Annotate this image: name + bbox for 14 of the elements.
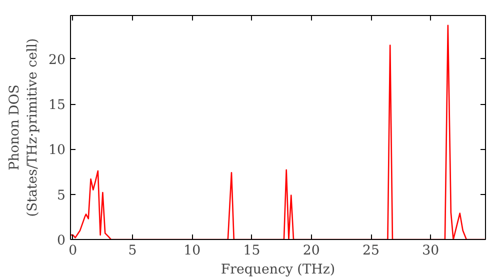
- x-tick-label: 10: [184, 244, 201, 258]
- x-tick-label: 15: [243, 244, 260, 258]
- x-tick-label: 5: [128, 244, 137, 258]
- x-tick-label: 30: [422, 244, 440, 258]
- x-axis-title: Frequency (THz): [220, 262, 336, 278]
- y-axis-title: Phonon DOS (States/THz·primitive cell): [8, 38, 41, 217]
- y-tick-label: 20: [48, 52, 66, 68]
- y-tick-label: 15: [48, 98, 66, 114]
- y-tick-label: 5: [57, 188, 66, 204]
- x-tick-label: 0: [68, 244, 78, 258]
- y-tick-label: 10: [48, 143, 66, 158]
- y-tick-label: 0: [57, 234, 66, 248]
- x-tick-label: 25: [362, 244, 380, 258]
- x-tick-label: 20: [302, 244, 320, 258]
